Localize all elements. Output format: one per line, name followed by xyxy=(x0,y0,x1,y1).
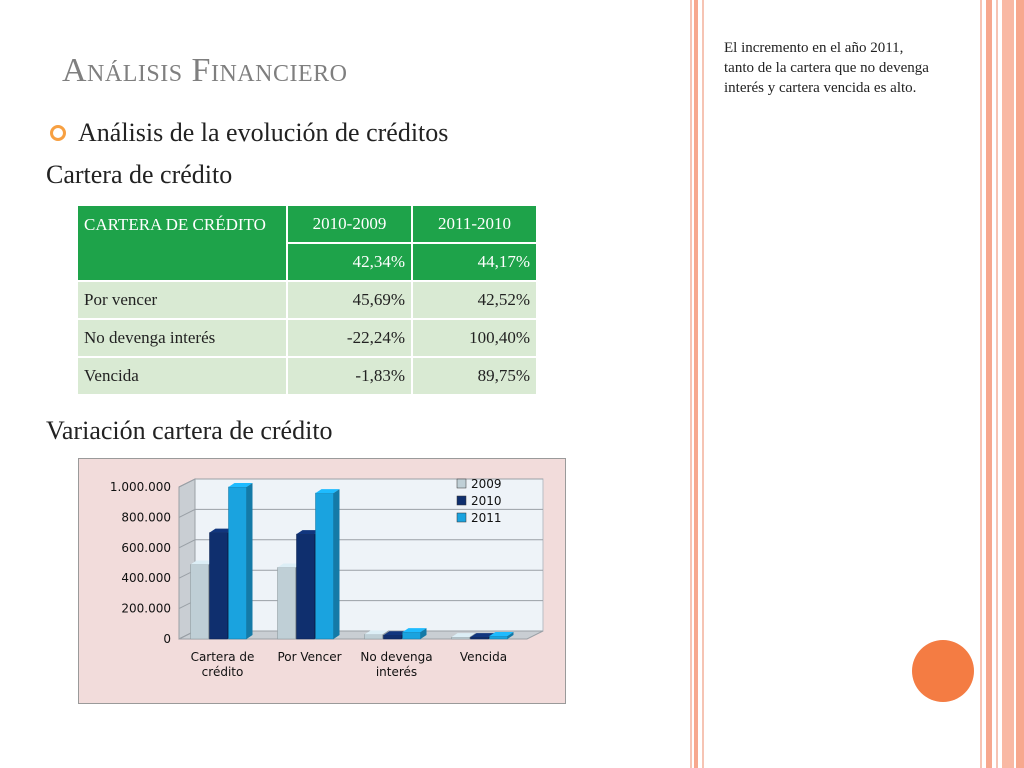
chart-heading: Variación cartera de crédito xyxy=(46,416,333,446)
legend-swatch xyxy=(457,479,466,488)
cartera-table: CARTERA DE CRÉDITO 2010-2009 2011-2010 4… xyxy=(76,204,538,396)
bar xyxy=(278,568,296,639)
legend-label: 2009 xyxy=(471,477,502,491)
table-header-label: CARTERA DE CRÉDITO xyxy=(77,205,287,281)
bar xyxy=(210,533,228,639)
y-tick-label: 400.000 xyxy=(121,571,171,585)
bar xyxy=(365,634,383,639)
table-cell-label: Por vencer xyxy=(77,281,287,319)
legend-label: 2010 xyxy=(471,494,502,508)
bar xyxy=(490,636,508,639)
table-row: Por vencer 45,69% 42,52% xyxy=(77,281,537,319)
table-header-year: 2010-2009 xyxy=(287,205,412,243)
x-category-label: Vencida xyxy=(460,650,507,664)
bullet-item: Análisis de la evolución de créditos xyxy=(50,118,448,148)
y-tick-label: 1.000.000 xyxy=(110,480,171,494)
y-tick-label: 200.000 xyxy=(121,602,171,616)
legend-label: 2011 xyxy=(471,511,502,525)
bar xyxy=(471,637,489,639)
table-cell-label: Vencida xyxy=(77,357,287,395)
ring-bullet-icon xyxy=(50,125,66,141)
decorative-stripes xyxy=(690,0,1024,768)
bar-chart-canvas: 0 200.000 400.000 600.000 800.000 1.000.000 Ca… xyxy=(79,459,565,703)
bar-chart: 0 200.000 400.000 600.000 800.000 1.000.000 Ca… xyxy=(78,458,566,704)
y-tick-label: 0 xyxy=(163,632,171,646)
table-header-year: 2011-2010 xyxy=(412,205,537,243)
table-cell-value: -22,24% xyxy=(287,319,412,357)
table-header-total: 44,17% xyxy=(412,243,537,281)
bar xyxy=(403,632,421,639)
legend-swatch xyxy=(457,496,466,505)
table-cell-value: -1,83% xyxy=(287,357,412,395)
bar-side xyxy=(334,489,340,639)
x-category-label: Por Vencer xyxy=(277,650,341,664)
bar xyxy=(191,565,209,639)
side-note: El incremento en el año 2011, tanto de l… xyxy=(724,38,934,98)
table-header-total: 42,34% xyxy=(287,243,412,281)
table-cell-value: 42,52% xyxy=(412,281,537,319)
y-tick-label: 600.000 xyxy=(121,541,171,555)
x-category-label: No devenga interés xyxy=(360,650,432,679)
table-cell-label: No devenga interés xyxy=(77,319,287,357)
table-row: No devenga interés -22,24% 100,40% xyxy=(77,319,537,357)
decorative-circle xyxy=(912,640,974,702)
bar xyxy=(297,534,315,639)
x-category-label: Cartera de crédito xyxy=(191,650,255,679)
bar xyxy=(229,487,247,639)
bar-side xyxy=(247,483,253,639)
y-tick-label: 800.000 xyxy=(121,510,171,524)
table-cell-value: 45,69% xyxy=(287,281,412,319)
table-row: Vencida -1,83% 89,75% xyxy=(77,357,537,395)
bar xyxy=(316,493,334,639)
bar xyxy=(384,635,402,639)
slide-title: Análisis Financiero xyxy=(62,52,347,90)
bar xyxy=(452,637,470,639)
table-header-row: CARTERA DE CRÉDITO 2010-2009 2011-2010 xyxy=(77,205,537,243)
table-cell-value: 89,75% xyxy=(412,357,537,395)
legend-swatch xyxy=(457,513,466,522)
bullet-text: Análisis de la evolución de créditos xyxy=(78,118,448,148)
table-cell-value: 100,40% xyxy=(412,319,537,357)
table-title: Cartera de crédito xyxy=(46,160,232,190)
